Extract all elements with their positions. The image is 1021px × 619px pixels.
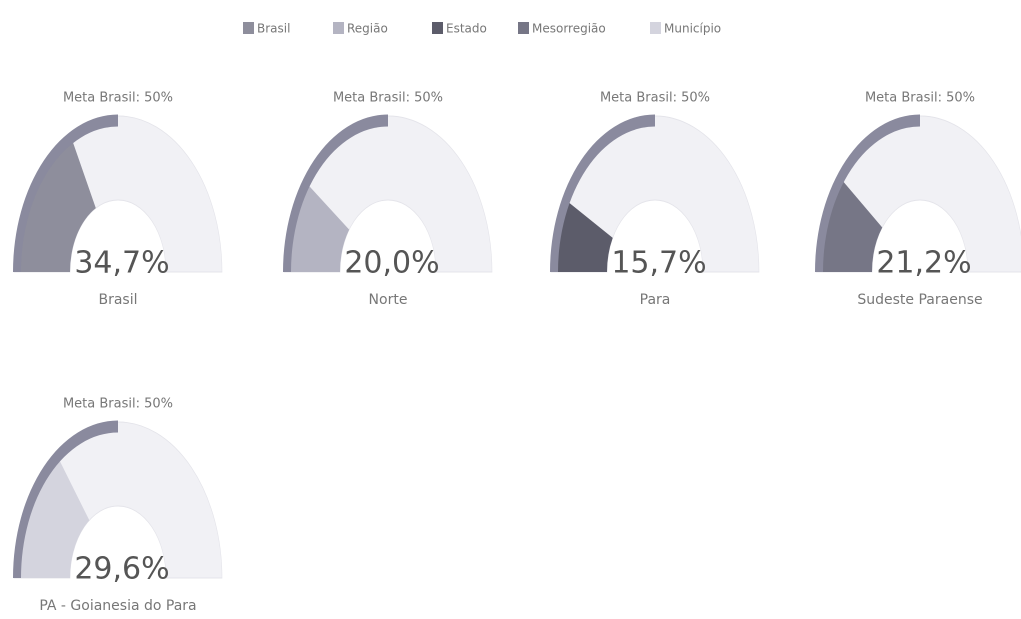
gauge-target (283, 114, 388, 272)
gauge (283, 114, 493, 273)
legend-label: Estado (446, 22, 487, 36)
gauge-value (551, 198, 613, 272)
gauge-name: Para (640, 292, 671, 308)
gauge-target (13, 114, 118, 272)
gauge (815, 114, 1021, 273)
gauge-target (815, 114, 920, 272)
gauge-name: Brasil (98, 292, 137, 308)
legend-swatch (650, 22, 661, 34)
gauge (13, 420, 223, 579)
value-label: 29,6% (74, 552, 169, 587)
legend-label: Município (664, 22, 721, 36)
legend-label: Mesorregião (532, 22, 606, 36)
value-label: 15,7% (611, 246, 706, 281)
value-label: 20,0% (344, 246, 439, 281)
target-label: Meta Brasil: 50% (865, 91, 975, 106)
gauge (550, 114, 760, 273)
target-label: Meta Brasil: 50% (600, 91, 710, 106)
legend-swatch (432, 22, 443, 34)
value-label: 21,2% (876, 246, 971, 281)
legend-label: Brasil (257, 22, 290, 36)
legend-label: Região (347, 22, 388, 36)
gauge-name: PA - Goianesia do Para (39, 598, 196, 614)
gauge (13, 114, 223, 273)
gauge-target (13, 420, 118, 578)
legend-swatch (333, 22, 344, 34)
gauge-name: Sudeste Paraense (857, 292, 982, 308)
legend-swatch (243, 22, 254, 34)
gauge-name: Norte (369, 292, 408, 308)
value-label: 34,7% (74, 246, 169, 281)
legend-swatch (518, 22, 529, 34)
target-label: Meta Brasil: 50% (63, 397, 173, 412)
gauge-value (14, 452, 90, 578)
target-label: Meta Brasil: 50% (333, 91, 443, 106)
gauge-value (14, 133, 96, 272)
gauge-target (550, 114, 655, 272)
target-label: Meta Brasil: 50% (63, 91, 173, 106)
